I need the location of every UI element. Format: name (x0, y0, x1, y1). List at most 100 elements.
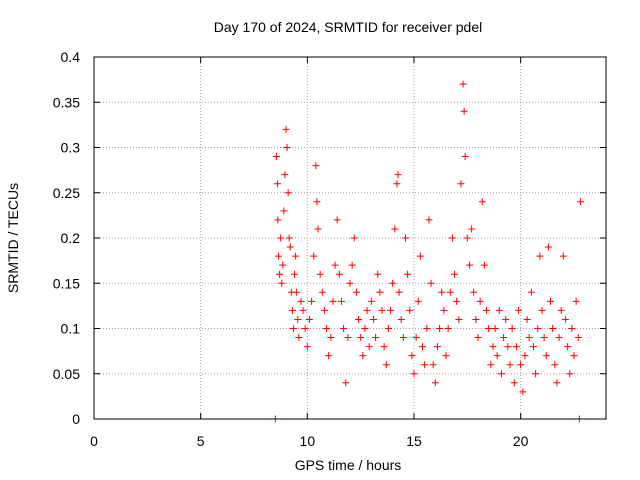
data-point (312, 162, 320, 170)
data-point (281, 171, 289, 179)
data-point (308, 297, 316, 305)
data-point (512, 343, 520, 351)
data-point (340, 325, 348, 332)
x-tick-label: 15 (406, 433, 422, 449)
data-point (425, 216, 433, 224)
data-point (478, 198, 486, 206)
data-point (387, 306, 395, 314)
data-point (427, 279, 435, 287)
data-point (431, 379, 439, 387)
data-point (301, 325, 309, 332)
data-point (288, 306, 296, 314)
data-point (283, 144, 291, 151)
data-point (272, 153, 280, 161)
data-point (369, 315, 377, 323)
data-point (285, 234, 293, 242)
data-point (359, 352, 367, 360)
data-point (394, 171, 402, 179)
data-point (419, 343, 427, 351)
data-point (410, 370, 418, 378)
data-point (495, 306, 503, 314)
data-point (532, 370, 540, 378)
data-point (480, 261, 488, 269)
data-point (331, 261, 339, 269)
chart-title: Day 170 of 2024, SRMTID for receiver pde… (214, 19, 482, 35)
axis-ticks (93, 56, 606, 420)
data-point (320, 306, 328, 314)
data-point (286, 243, 294, 251)
data-point (363, 306, 371, 314)
data-point (423, 325, 431, 332)
data-point (433, 343, 441, 351)
data-point (485, 325, 493, 332)
data-point (376, 288, 384, 296)
data-point (277, 234, 285, 242)
data-point (289, 325, 297, 332)
data-point (536, 252, 544, 260)
data-point (297, 297, 305, 305)
data-point (372, 334, 380, 342)
data-point (461, 153, 469, 161)
x-axis-label: GPS time / hours (295, 457, 402, 473)
data-point (273, 180, 281, 188)
data-point (460, 107, 468, 115)
data-point (542, 352, 550, 360)
data-point (572, 297, 580, 305)
data-point (393, 180, 401, 188)
data-point (416, 252, 424, 260)
data-point (414, 297, 422, 305)
data-point (500, 334, 508, 342)
y-tick-label: 0 (72, 411, 80, 427)
data-point (502, 315, 510, 323)
data-point (534, 325, 542, 332)
data-point (463, 234, 471, 242)
data-point (346, 279, 354, 287)
data-point (470, 288, 478, 296)
data-point (406, 306, 414, 314)
grid-lines (94, 57, 606, 419)
data-point (436, 325, 444, 332)
data-point (325, 352, 333, 360)
data-point (344, 334, 352, 342)
data-point (508, 325, 516, 332)
y-axis-label: SRMTID / TECUs (5, 183, 21, 293)
data-point (474, 334, 482, 342)
data-point (350, 234, 358, 242)
data-point (352, 288, 360, 296)
data-point (378, 306, 386, 314)
data-point (318, 288, 326, 296)
data-point (294, 315, 302, 323)
data-point (408, 352, 416, 360)
data-point (529, 343, 537, 351)
x-tick-label: 5 (197, 433, 205, 449)
data-point (519, 388, 527, 396)
data-point (455, 315, 463, 323)
data-point (527, 288, 535, 296)
data-point (547, 297, 555, 305)
y-tick-labels: 0 0.05 0.1 0.15 0.2 0.25 0.3 0.35 0.4 (53, 49, 80, 427)
data-point (497, 370, 505, 378)
data-point (566, 370, 574, 378)
data-point (487, 361, 495, 369)
data-point (314, 225, 322, 233)
data-point (521, 352, 529, 360)
data-point (421, 361, 429, 369)
data-point (472, 315, 480, 323)
y-tick-label: 0.4 (61, 49, 81, 65)
y-tick-label: 0.25 (53, 185, 80, 201)
data-point (483, 306, 491, 314)
data-point (457, 180, 465, 188)
data-point (404, 270, 412, 278)
data-point (451, 270, 459, 278)
data-point (465, 261, 473, 269)
y-tick-label: 0.05 (53, 366, 80, 382)
data-point (374, 270, 382, 278)
data-point (295, 334, 303, 342)
data-point (361, 325, 369, 332)
data-point (438, 288, 446, 296)
data-point (329, 297, 337, 305)
data-point (555, 334, 563, 342)
x-tick-label: 0 (90, 433, 98, 449)
data-point (576, 198, 584, 206)
data-point (384, 325, 392, 332)
